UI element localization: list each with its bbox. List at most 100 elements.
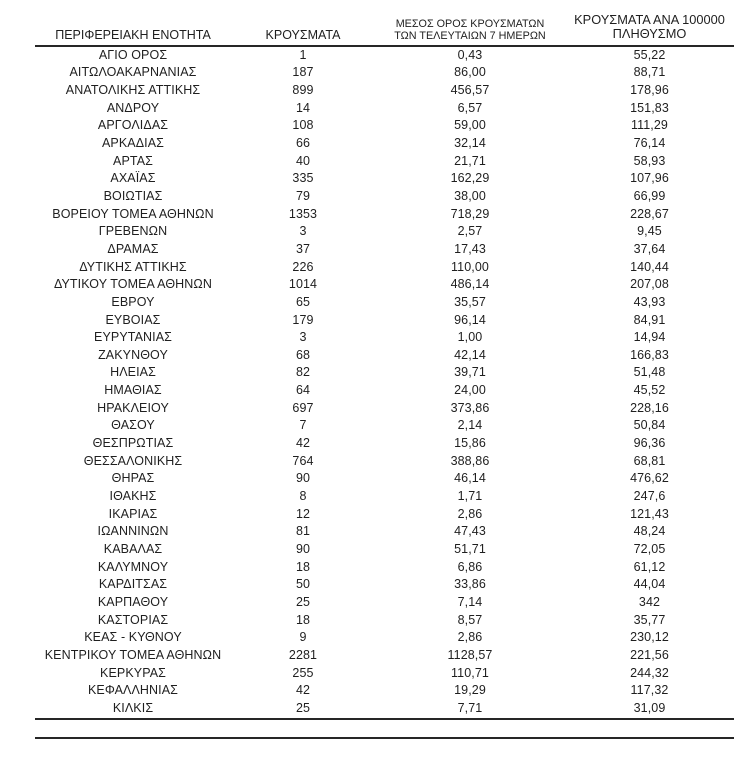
avg7-cell: 42,14 (454, 347, 486, 362)
table-row: ΑΧΑΪΑΣ 335 162,29 107,96 (35, 170, 734, 188)
region-cell: ΑΝΔΡΟΥ (106, 100, 160, 115)
region-cell: ΚΕΦΑΛΛΗΝΙΑΣ (87, 683, 179, 698)
cases-cell: 255 (292, 665, 314, 680)
per100k-cell: 221,56 (630, 647, 669, 662)
region-cell: ΔΥΤΙΚΗΣ ΑΤΤΙΚΗΣ (79, 259, 187, 274)
cases-cell: 25 (231, 699, 375, 720)
table-row: ΗΛΕΙΑΣ 82 39,71 51,48 (35, 364, 734, 382)
avg7-cell: 110,71 (451, 665, 489, 680)
region-cell: ΗΛΕΙΑΣ (110, 365, 156, 380)
table-row: ΚΑΒΑΛΑΣ 90 51,71 72,05 (35, 541, 734, 559)
avg7-cell: 17,43 (454, 241, 486, 256)
table-row: ΕΒΡΟΥ 65 35,57 43,93 (35, 294, 734, 312)
region-cell: ΑΓΙΟ ΟΡΟΣ (98, 47, 168, 62)
region-cell: ΚΑΒΑΛΑΣ (103, 542, 163, 557)
table-row: ΖΑΚΥΝΘΟΥ 68 42,14 166,83 (35, 347, 734, 365)
cases-cell: 7 (299, 418, 307, 433)
header-avg-7day: ΜΕΣΟΣ ΟΡΟΣ ΚΡΟΥΣΜΑΤΩΝ ΤΩΝ ΤΕΛΕΥΤΑΙΩΝ 7 Η… (375, 13, 565, 47)
per100k-cell: 14,94 (633, 330, 666, 345)
avg7-cell: 486,14 (450, 277, 490, 292)
region-cell: ΔΥΤΙΚΟΥ ΤΟΜΕΑ ΑΘΗΝΩΝ (53, 277, 213, 292)
cases-cell: 335 (292, 171, 314, 186)
table-row: ΘΑΣΟΥ 7 2,14 50,84 (35, 417, 734, 435)
table-row: ΑΡΚΑΔΙΑΣ 66 32,14 76,14 (35, 135, 734, 153)
per100k-cell: 107,96 (630, 171, 669, 186)
header-avg-7day-line1: ΜΕΣΟΣ ΟΡΟΣ ΚΡΟΥΣΜΑΤΩΝ (395, 17, 545, 30)
avg7-cell: 388,86 (450, 453, 490, 468)
avg7-cell: 110,00 (451, 259, 489, 274)
avg7-cell: 6,57 (457, 100, 483, 115)
table-row: ΑΓΙΟ ΟΡΟΣ 1 0,43 55,22 (35, 46, 734, 65)
avg7-cell: 47,43 (454, 524, 486, 539)
region-cell: ΙΘΑΚΗΣ (109, 489, 157, 504)
per100k-cell: 476,62 (630, 471, 669, 486)
per100k-cell: 228,67 (630, 206, 669, 221)
cases-cell: 899 (292, 82, 314, 97)
cases-cell: 226 (292, 259, 314, 274)
region-cell: ΚΑΛΥΜΝΟΥ (97, 559, 169, 574)
cases-cell: 697 (292, 400, 314, 415)
cases-cell: 2281 (288, 647, 318, 662)
avg7-cell: 7,71 (375, 699, 565, 720)
header-cases-per-100k-line1: ΚΡΟΥΣΜΑΤΑ ΑΝΑ 100000 (574, 12, 725, 27)
region-cell: ΘΕΣΠΡΩΤΙΑΣ (92, 436, 174, 451)
avg7-cell: 1,00 (457, 330, 483, 345)
table-row: ΘΕΣΣΑΛΟΝΙΚΗΣ 764 388,86 68,81 (35, 453, 734, 471)
avg7-cell: 51,71 (454, 542, 486, 557)
region-cell: ΚΑΡΠΑΘΟΥ (97, 595, 169, 609)
cases-cell: 764 (292, 453, 314, 468)
per100k-cell: 58,93 (633, 153, 666, 168)
cases-cell: 179 (292, 312, 314, 327)
table-row: ΚΙΛΚΙΣ 25 7,71 31,09 (35, 699, 734, 720)
table-row: ΑΙΤΩΛΟΑΚΑΡΝΑΝΙΑΣ 187 86,00 88,71 (35, 64, 734, 82)
cases-cell: 40 (295, 153, 311, 168)
bottom-rule (35, 736, 734, 739)
cases-cell: 1 (299, 47, 307, 62)
table-row: ΑΝΔΡΟΥ 14 6,57 151,83 (35, 100, 734, 118)
avg7-cell: 1,71 (457, 489, 483, 504)
region-cell: ΗΡΑΚΛΕΙΟΥ (97, 400, 169, 415)
region-cell: ΗΜΑΘΙΑΣ (104, 383, 162, 398)
avg7-cell: 19,29 (454, 683, 486, 698)
per100k-cell: 342 (638, 595, 661, 609)
cases-cell: 1353 (288, 206, 318, 221)
table-row: ΗΜΑΘΙΑΣ 64 24,00 45,52 (35, 382, 734, 400)
cases-cell: 66 (295, 135, 311, 150)
cases-cell: 187 (292, 65, 314, 80)
table-row: ΔΥΤΙΚΟΥ ΤΟΜΕΑ ΑΘΗΝΩΝ 1014 486,14 207,08 (35, 276, 734, 294)
regional-cases-table: ΠΕΡΙΦΕΡΕΙΑΚΗ ΕΝΟΤΗΤΑ ΚΡΟΥΣΜΑΤΑ ΜΕΣΟΣ ΟΡΟ… (35, 12, 734, 720)
table-row: ΙΘΑΚΗΣ 8 1,71 247,6 (35, 488, 734, 506)
avg7-cell: 2,14 (457, 418, 483, 433)
per100k-cell: 88,71 (633, 65, 666, 80)
region-cell: ΕΥΡΥΤΑΝΙΑΣ (94, 330, 172, 345)
avg7-cell: 38,00 (454, 188, 486, 203)
per100k-cell: 9,45 (637, 224, 662, 239)
cases-cell: 42 (295, 436, 311, 451)
cases-cell: 108 (292, 118, 314, 133)
per100k-cell: 72,05 (633, 542, 666, 557)
region-cell: ΑΙΤΩΛΟΑΚΑΡΝΑΝΙΑΣ (69, 65, 197, 80)
cases-cell: 42 (295, 683, 311, 698)
per100k-cell: 35,77 (633, 612, 666, 627)
avg7-cell: 2,57 (457, 224, 483, 239)
per100k-cell: 117,32 (630, 683, 669, 698)
cases-cell: 81 (295, 524, 311, 539)
table-row: ΚΑΡΔΙΤΣΑΣ 50 33,86 44,04 (35, 576, 734, 594)
per100k-cell: 31,09 (565, 699, 734, 720)
per100k-cell: 51,48 (633, 365, 666, 380)
cases-cell: 68 (295, 347, 311, 362)
per100k-cell: 61,12 (633, 559, 666, 574)
region-cell: ΑΝΑΤΟΛΙΚΗΣ ΑΤΤΙΚΗΣ (65, 82, 201, 97)
table-row: ΘΕΣΠΡΩΤΙΑΣ 42 15,86 96,36 (35, 435, 734, 453)
region-cell: ΚΑΣΤΟΡΙΑΣ (97, 612, 169, 627)
cases-cell: 9 (299, 630, 307, 645)
avg7-cell: 1128,57 (447, 647, 493, 662)
region-cell: ΕΥΒΟΙΑΣ (105, 312, 161, 327)
avg7-cell: 32,14 (454, 135, 486, 150)
table-row: ΚΑΛΥΜΝΟΥ 18 6,86 61,12 (35, 559, 734, 577)
region-cell: ΚΕΑΣ - ΚΥΘΝΟΥ (84, 630, 182, 645)
table-row: ΒΟΙΩΤΙΑΣ 79 38,00 66,99 (35, 188, 734, 206)
cases-cell: 50 (295, 577, 311, 592)
cases-cell: 64 (295, 383, 311, 398)
